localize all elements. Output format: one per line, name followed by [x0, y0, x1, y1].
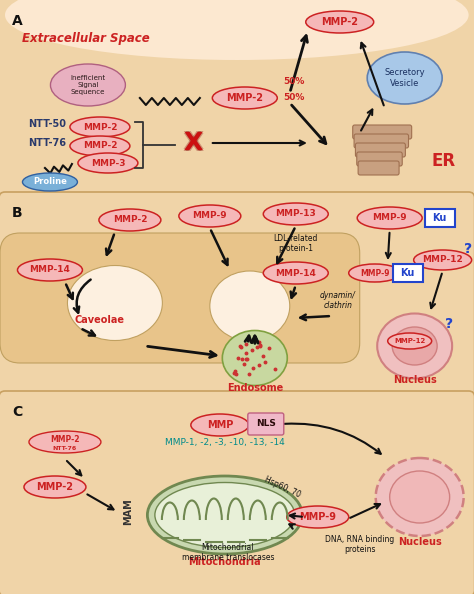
- Text: MMP-9: MMP-9: [360, 268, 390, 277]
- Text: MMP-2: MMP-2: [321, 17, 358, 27]
- Text: MMP-14: MMP-14: [29, 266, 71, 274]
- Text: MMP-2: MMP-2: [50, 434, 80, 444]
- Ellipse shape: [191, 414, 249, 436]
- FancyBboxPatch shape: [0, 391, 474, 594]
- Ellipse shape: [78, 153, 138, 173]
- Text: dynamin/
clathrin: dynamin/ clathrin: [320, 290, 356, 310]
- Text: Proline: Proline: [33, 178, 67, 187]
- Text: ?: ?: [464, 242, 472, 256]
- Ellipse shape: [29, 431, 101, 453]
- Ellipse shape: [376, 458, 464, 536]
- Text: Mitochondrial
membrane translocases: Mitochondrial membrane translocases: [182, 542, 274, 562]
- Ellipse shape: [388, 333, 432, 349]
- Ellipse shape: [210, 271, 290, 341]
- Text: MMP-2: MMP-2: [113, 216, 147, 225]
- Text: C: C: [12, 405, 22, 419]
- Text: MMP-3: MMP-3: [91, 159, 125, 168]
- Text: MMP-1, -2, -3, -10, -13, -14: MMP-1, -2, -3, -10, -13, -14: [165, 438, 285, 447]
- Text: LDL-related
protein-1: LDL-related protein-1: [273, 233, 318, 253]
- Text: X: X: [184, 130, 203, 154]
- Text: NLS: NLS: [256, 419, 276, 428]
- Text: Caveolae: Caveolae: [75, 315, 125, 325]
- FancyBboxPatch shape: [0, 0, 474, 205]
- Ellipse shape: [306, 11, 374, 33]
- Ellipse shape: [50, 64, 126, 106]
- Ellipse shape: [99, 209, 161, 231]
- Ellipse shape: [349, 264, 401, 282]
- Text: MMP: MMP: [207, 420, 233, 430]
- Text: MMP-13: MMP-13: [275, 210, 316, 219]
- FancyBboxPatch shape: [356, 143, 405, 157]
- Text: Inefficient
Signal
Sequence: Inefficient Signal Sequence: [70, 75, 106, 95]
- FancyBboxPatch shape: [248, 413, 284, 435]
- Text: 50%: 50%: [283, 93, 304, 102]
- Text: X: X: [184, 132, 203, 156]
- Text: Ku: Ku: [401, 268, 415, 278]
- Text: MAM: MAM: [123, 498, 133, 525]
- Ellipse shape: [222, 330, 287, 386]
- Ellipse shape: [392, 327, 437, 365]
- Text: X: X: [182, 130, 201, 154]
- Text: NTT-50: NTT-50: [28, 119, 66, 129]
- Ellipse shape: [147, 476, 302, 554]
- Text: MMP-12: MMP-12: [394, 338, 425, 344]
- Text: ER: ER: [432, 152, 456, 170]
- Text: X: X: [182, 132, 201, 156]
- Ellipse shape: [390, 471, 450, 523]
- Text: MMP-2: MMP-2: [82, 122, 117, 131]
- Text: 50%: 50%: [283, 77, 304, 86]
- Text: Endosome: Endosome: [227, 383, 283, 393]
- Text: X: X: [183, 131, 202, 155]
- Text: Secretory
Vesicle: Secretory Vesicle: [384, 68, 425, 88]
- Text: MMP-9: MMP-9: [373, 213, 407, 223]
- Ellipse shape: [22, 173, 77, 191]
- Text: Mitochondria: Mitochondria: [189, 557, 261, 567]
- FancyBboxPatch shape: [392, 264, 423, 282]
- Ellipse shape: [70, 117, 130, 137]
- Text: Nucleus: Nucleus: [393, 375, 437, 385]
- Text: NTT-76: NTT-76: [28, 138, 66, 148]
- Ellipse shape: [287, 506, 349, 528]
- FancyBboxPatch shape: [0, 192, 474, 402]
- Text: Hsp60, 70: Hsp60, 70: [263, 475, 302, 499]
- Ellipse shape: [367, 52, 442, 104]
- FancyBboxPatch shape: [358, 161, 399, 175]
- FancyBboxPatch shape: [357, 152, 402, 166]
- Ellipse shape: [5, 0, 469, 60]
- Ellipse shape: [67, 266, 163, 340]
- Ellipse shape: [155, 482, 295, 548]
- FancyBboxPatch shape: [0, 233, 360, 363]
- Text: MMP-12: MMP-12: [422, 255, 463, 264]
- Ellipse shape: [263, 203, 328, 225]
- Text: MMP-9: MMP-9: [299, 512, 336, 522]
- Ellipse shape: [18, 259, 82, 281]
- Ellipse shape: [212, 87, 277, 109]
- Text: Extracellular Space: Extracellular Space: [22, 32, 150, 45]
- Text: MMP-2: MMP-2: [226, 93, 263, 103]
- Text: Ku: Ku: [432, 213, 447, 223]
- FancyBboxPatch shape: [425, 209, 455, 227]
- Ellipse shape: [179, 205, 241, 227]
- Text: MMP-14: MMP-14: [275, 268, 316, 277]
- Ellipse shape: [377, 314, 452, 378]
- Text: DNA, RNA binding
proteins: DNA, RNA binding proteins: [325, 535, 394, 554]
- Text: A: A: [12, 14, 23, 28]
- Ellipse shape: [414, 250, 472, 270]
- Ellipse shape: [357, 207, 422, 229]
- Text: MMP-9: MMP-9: [192, 211, 227, 220]
- Ellipse shape: [70, 136, 130, 156]
- Text: Nucleus: Nucleus: [398, 537, 442, 547]
- Ellipse shape: [263, 262, 328, 284]
- Ellipse shape: [24, 476, 86, 498]
- Text: MMP-2: MMP-2: [82, 141, 117, 150]
- FancyBboxPatch shape: [354, 134, 409, 148]
- Text: ?: ?: [445, 317, 453, 331]
- FancyBboxPatch shape: [353, 125, 412, 139]
- Text: B: B: [12, 206, 23, 220]
- Text: NTT-76: NTT-76: [53, 446, 77, 450]
- Text: MMP-2: MMP-2: [36, 482, 73, 492]
